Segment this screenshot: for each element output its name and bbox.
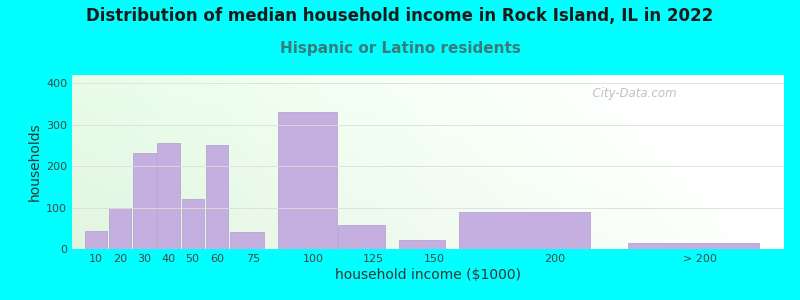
Y-axis label: households: households — [28, 123, 42, 201]
Bar — [85, 231, 107, 249]
Text: Hispanic or Latino residents: Hispanic or Latino residents — [279, 40, 521, 56]
Bar — [109, 208, 131, 249]
Bar — [398, 240, 445, 249]
Bar — [278, 112, 337, 249]
Bar — [338, 225, 385, 249]
Bar — [230, 232, 264, 249]
Text: Distribution of median household income in Rock Island, IL in 2022: Distribution of median household income … — [86, 8, 714, 26]
Bar — [628, 243, 759, 249]
Bar — [182, 199, 204, 249]
Text: City-Data.com: City-Data.com — [585, 87, 676, 100]
Bar — [206, 146, 228, 249]
X-axis label: household income ($1000): household income ($1000) — [335, 268, 521, 282]
Bar — [459, 212, 590, 249]
Bar — [158, 143, 180, 249]
Bar — [134, 153, 155, 249]
